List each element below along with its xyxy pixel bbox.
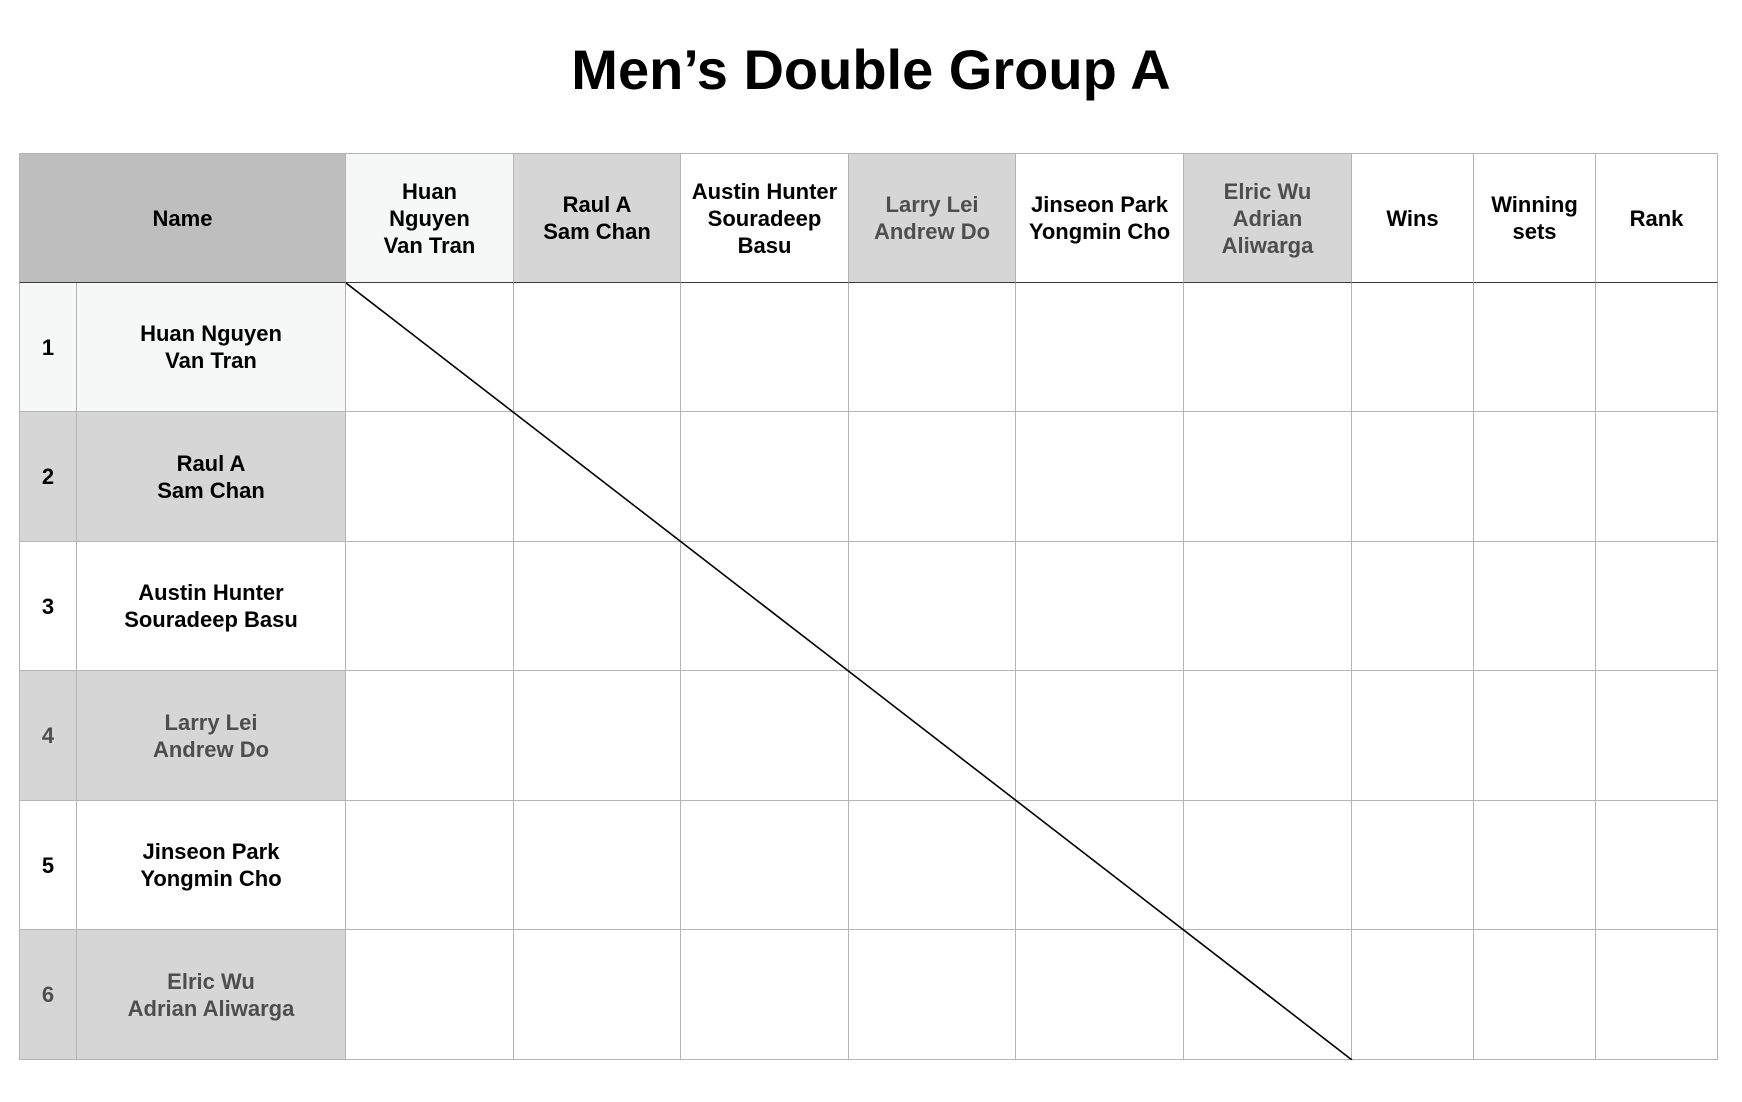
score-cell[interactable]	[681, 412, 849, 542]
opponent-header-6: Elric Wu Adrian Aliwarga	[1184, 153, 1352, 283]
score-cell[interactable]	[1184, 542, 1352, 671]
winning-sets-cell[interactable]	[1474, 283, 1596, 412]
score-cell[interactable]	[849, 930, 1016, 1060]
player-name-cell: Larry Lei Andrew Do	[77, 671, 346, 801]
score-cell[interactable]	[514, 930, 681, 1060]
score-cell-self	[849, 671, 1016, 801]
winning-sets-header: Winning sets	[1474, 153, 1596, 283]
score-cell[interactable]	[346, 930, 514, 1060]
winning-sets-cell[interactable]	[1474, 671, 1596, 801]
score-cell[interactable]	[1016, 930, 1184, 1060]
score-cell-self	[346, 283, 514, 412]
wins-cell[interactable]	[1352, 542, 1474, 671]
rank-cell[interactable]	[1596, 930, 1718, 1060]
row-number: 4	[19, 671, 77, 801]
rank-cell[interactable]	[1596, 542, 1718, 671]
player-name-cell: Huan Nguyen Van Tran	[77, 283, 346, 412]
score-cell[interactable]	[346, 412, 514, 542]
player-name-cell: Jinseon Park Yongmin Cho	[77, 801, 346, 930]
score-cell[interactable]	[514, 283, 681, 412]
score-cell[interactable]	[849, 542, 1016, 671]
score-cell[interactable]	[514, 801, 681, 930]
opponent-header-2: Raul A Sam Chan	[514, 153, 681, 283]
score-cell[interactable]	[849, 283, 1016, 412]
score-cell[interactable]	[1016, 412, 1184, 542]
score-cell-self	[1184, 930, 1352, 1060]
score-cell-self	[1016, 801, 1184, 930]
row-number: 2	[19, 412, 77, 542]
wins-cell[interactable]	[1352, 412, 1474, 542]
score-cell[interactable]	[1016, 671, 1184, 801]
winning-sets-cell[interactable]	[1474, 930, 1596, 1060]
rank-cell[interactable]	[1596, 283, 1718, 412]
row-number: 6	[19, 930, 77, 1060]
score-cell[interactable]	[1184, 801, 1352, 930]
player-name-cell: Austin Hunter Souradeep Basu	[77, 542, 346, 671]
score-cell[interactable]	[681, 801, 849, 930]
player-name-cell: Raul A Sam Chan	[77, 412, 346, 542]
score-cell[interactable]	[346, 671, 514, 801]
round-robin-table: Name Huan Nguyen Van Tran Raul A Sam Cha…	[19, 153, 1718, 1060]
score-cell[interactable]	[849, 412, 1016, 542]
opponent-header-5: Jinseon Park Yongmin Cho	[1016, 153, 1184, 283]
winning-sets-cell[interactable]	[1474, 801, 1596, 930]
rank-cell[interactable]	[1596, 671, 1718, 801]
wins-cell[interactable]	[1352, 930, 1474, 1060]
score-cell[interactable]	[681, 930, 849, 1060]
score-cell[interactable]	[681, 671, 849, 801]
player-name-cell: Elric Wu Adrian Aliwarga	[77, 930, 346, 1060]
rank-cell[interactable]	[1596, 412, 1718, 542]
row-number: 3	[19, 542, 77, 671]
wins-cell[interactable]	[1352, 801, 1474, 930]
wins-header: Wins	[1352, 153, 1474, 283]
page-title: Men’s Double Group A	[571, 38, 1171, 101]
score-cell[interactable]	[681, 283, 849, 412]
score-cell[interactable]	[1184, 283, 1352, 412]
score-cell[interactable]	[346, 801, 514, 930]
score-cell-self	[681, 542, 849, 671]
score-cell[interactable]	[1184, 412, 1352, 542]
score-cell[interactable]	[849, 801, 1016, 930]
winning-sets-cell[interactable]	[1474, 542, 1596, 671]
opponent-header-3: Austin Hunter Souradeep Basu	[681, 153, 849, 283]
opponent-header-4: Larry Lei Andrew Do	[849, 153, 1016, 283]
wins-cell[interactable]	[1352, 283, 1474, 412]
score-cell[interactable]	[514, 542, 681, 671]
row-number: 5	[19, 801, 77, 930]
name-column-header: Name	[19, 153, 346, 283]
winning-sets-cell[interactable]	[1474, 412, 1596, 542]
row-number: 1	[19, 283, 77, 412]
score-cell[interactable]	[1016, 542, 1184, 671]
score-cell[interactable]	[1016, 283, 1184, 412]
rank-cell[interactable]	[1596, 801, 1718, 930]
score-cell[interactable]	[514, 671, 681, 801]
wins-cell[interactable]	[1352, 671, 1474, 801]
score-cell[interactable]	[346, 542, 514, 671]
score-cell-self	[514, 412, 681, 542]
rank-header: Rank	[1596, 153, 1718, 283]
score-cell[interactable]	[1184, 671, 1352, 801]
opponent-header-1: Huan Nguyen Van Tran	[346, 153, 514, 283]
